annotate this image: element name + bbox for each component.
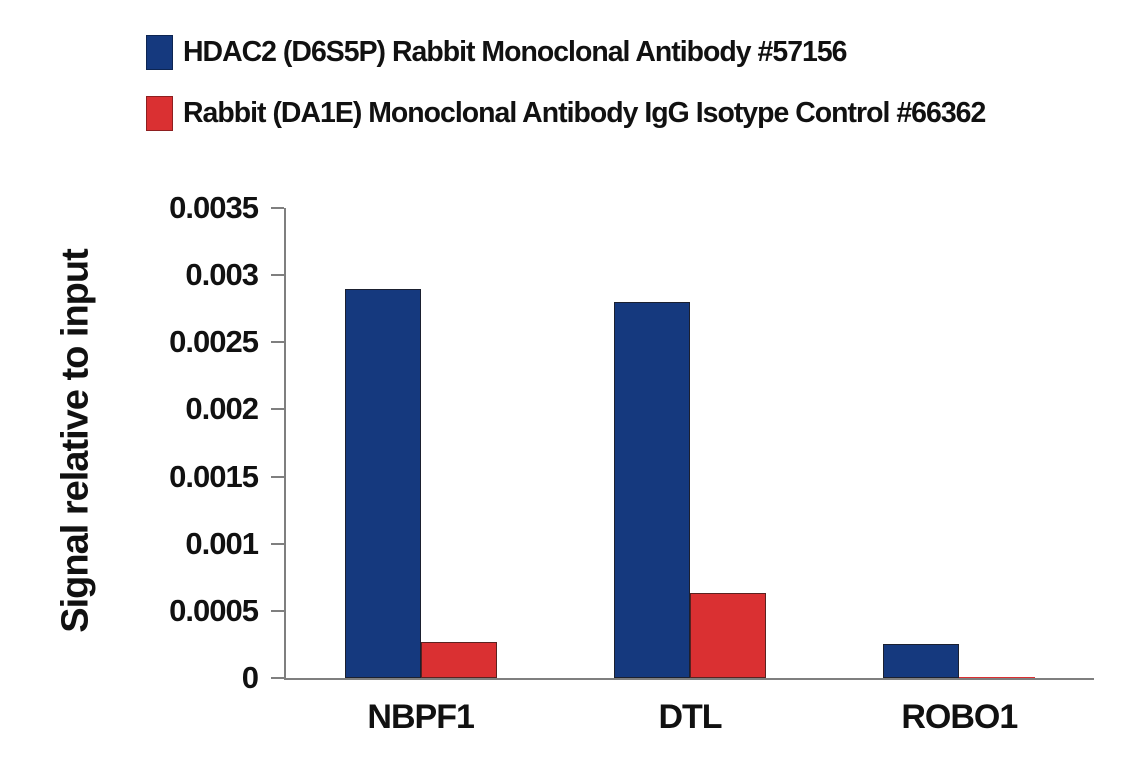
bar-robo1-igg-control [959, 677, 1036, 678]
y-axis-tick [271, 609, 284, 612]
bar-dtl-igg-control [690, 593, 766, 678]
y-tick-label: 0.0035 [169, 190, 259, 225]
legend-swatch-red [146, 96, 173, 131]
y-tick-label: 0.003 [185, 257, 259, 293]
y-axis-title: Signal relative to input [54, 249, 97, 633]
y-tick-label: 0.002 [185, 391, 259, 427]
y-axis-tick [271, 207, 284, 209]
bar-robo1-antibody [883, 644, 960, 678]
bar-nbpf1-antibody [344, 289, 421, 678]
legend-item: Rabbit (DA1E) Monoclonal Antibody IgG Is… [146, 96, 1002, 131]
legend-label: HDAC2 (D6S5P) Rabbit Monoclonal Antibody… [183, 36, 847, 68]
y-tick-label: 0 [241, 660, 259, 695]
y-axis-tick [271, 542, 284, 545]
y-axis-tick [271, 341, 284, 344]
legend-label: Rabbit (DA1E) Monoclonal Antibody IgG Is… [183, 97, 986, 129]
plot-area: 0 0.0005 0.001 0.0015 0.002 0.0025 0.003 0.0035… [169, 190, 1094, 736]
x-category-label: NBPF1 [367, 698, 474, 736]
x-category-label: ROBO1 [901, 698, 1018, 736]
y-axis-tick [271, 408, 284, 411]
y-tick-label: 0.0015 [169, 458, 259, 494]
y-tick-label: 0.0025 [169, 324, 259, 360]
bar-nbpf1-igg-control [420, 642, 497, 678]
bar-dtl-antibody [614, 302, 690, 678]
y-axis-tick [271, 274, 284, 277]
legend-swatch-blue [146, 35, 173, 70]
y-tick-label: 0.001 [185, 525, 259, 561]
y-axis-tick [271, 475, 284, 478]
legend-item: HDAC2 (D6S5P) Rabbit Monoclonal Antibody… [146, 35, 860, 70]
x-category-label: DTL [658, 698, 722, 736]
y-tick-label: 0.0005 [169, 592, 259, 628]
y-axis-tick [271, 677, 284, 679]
